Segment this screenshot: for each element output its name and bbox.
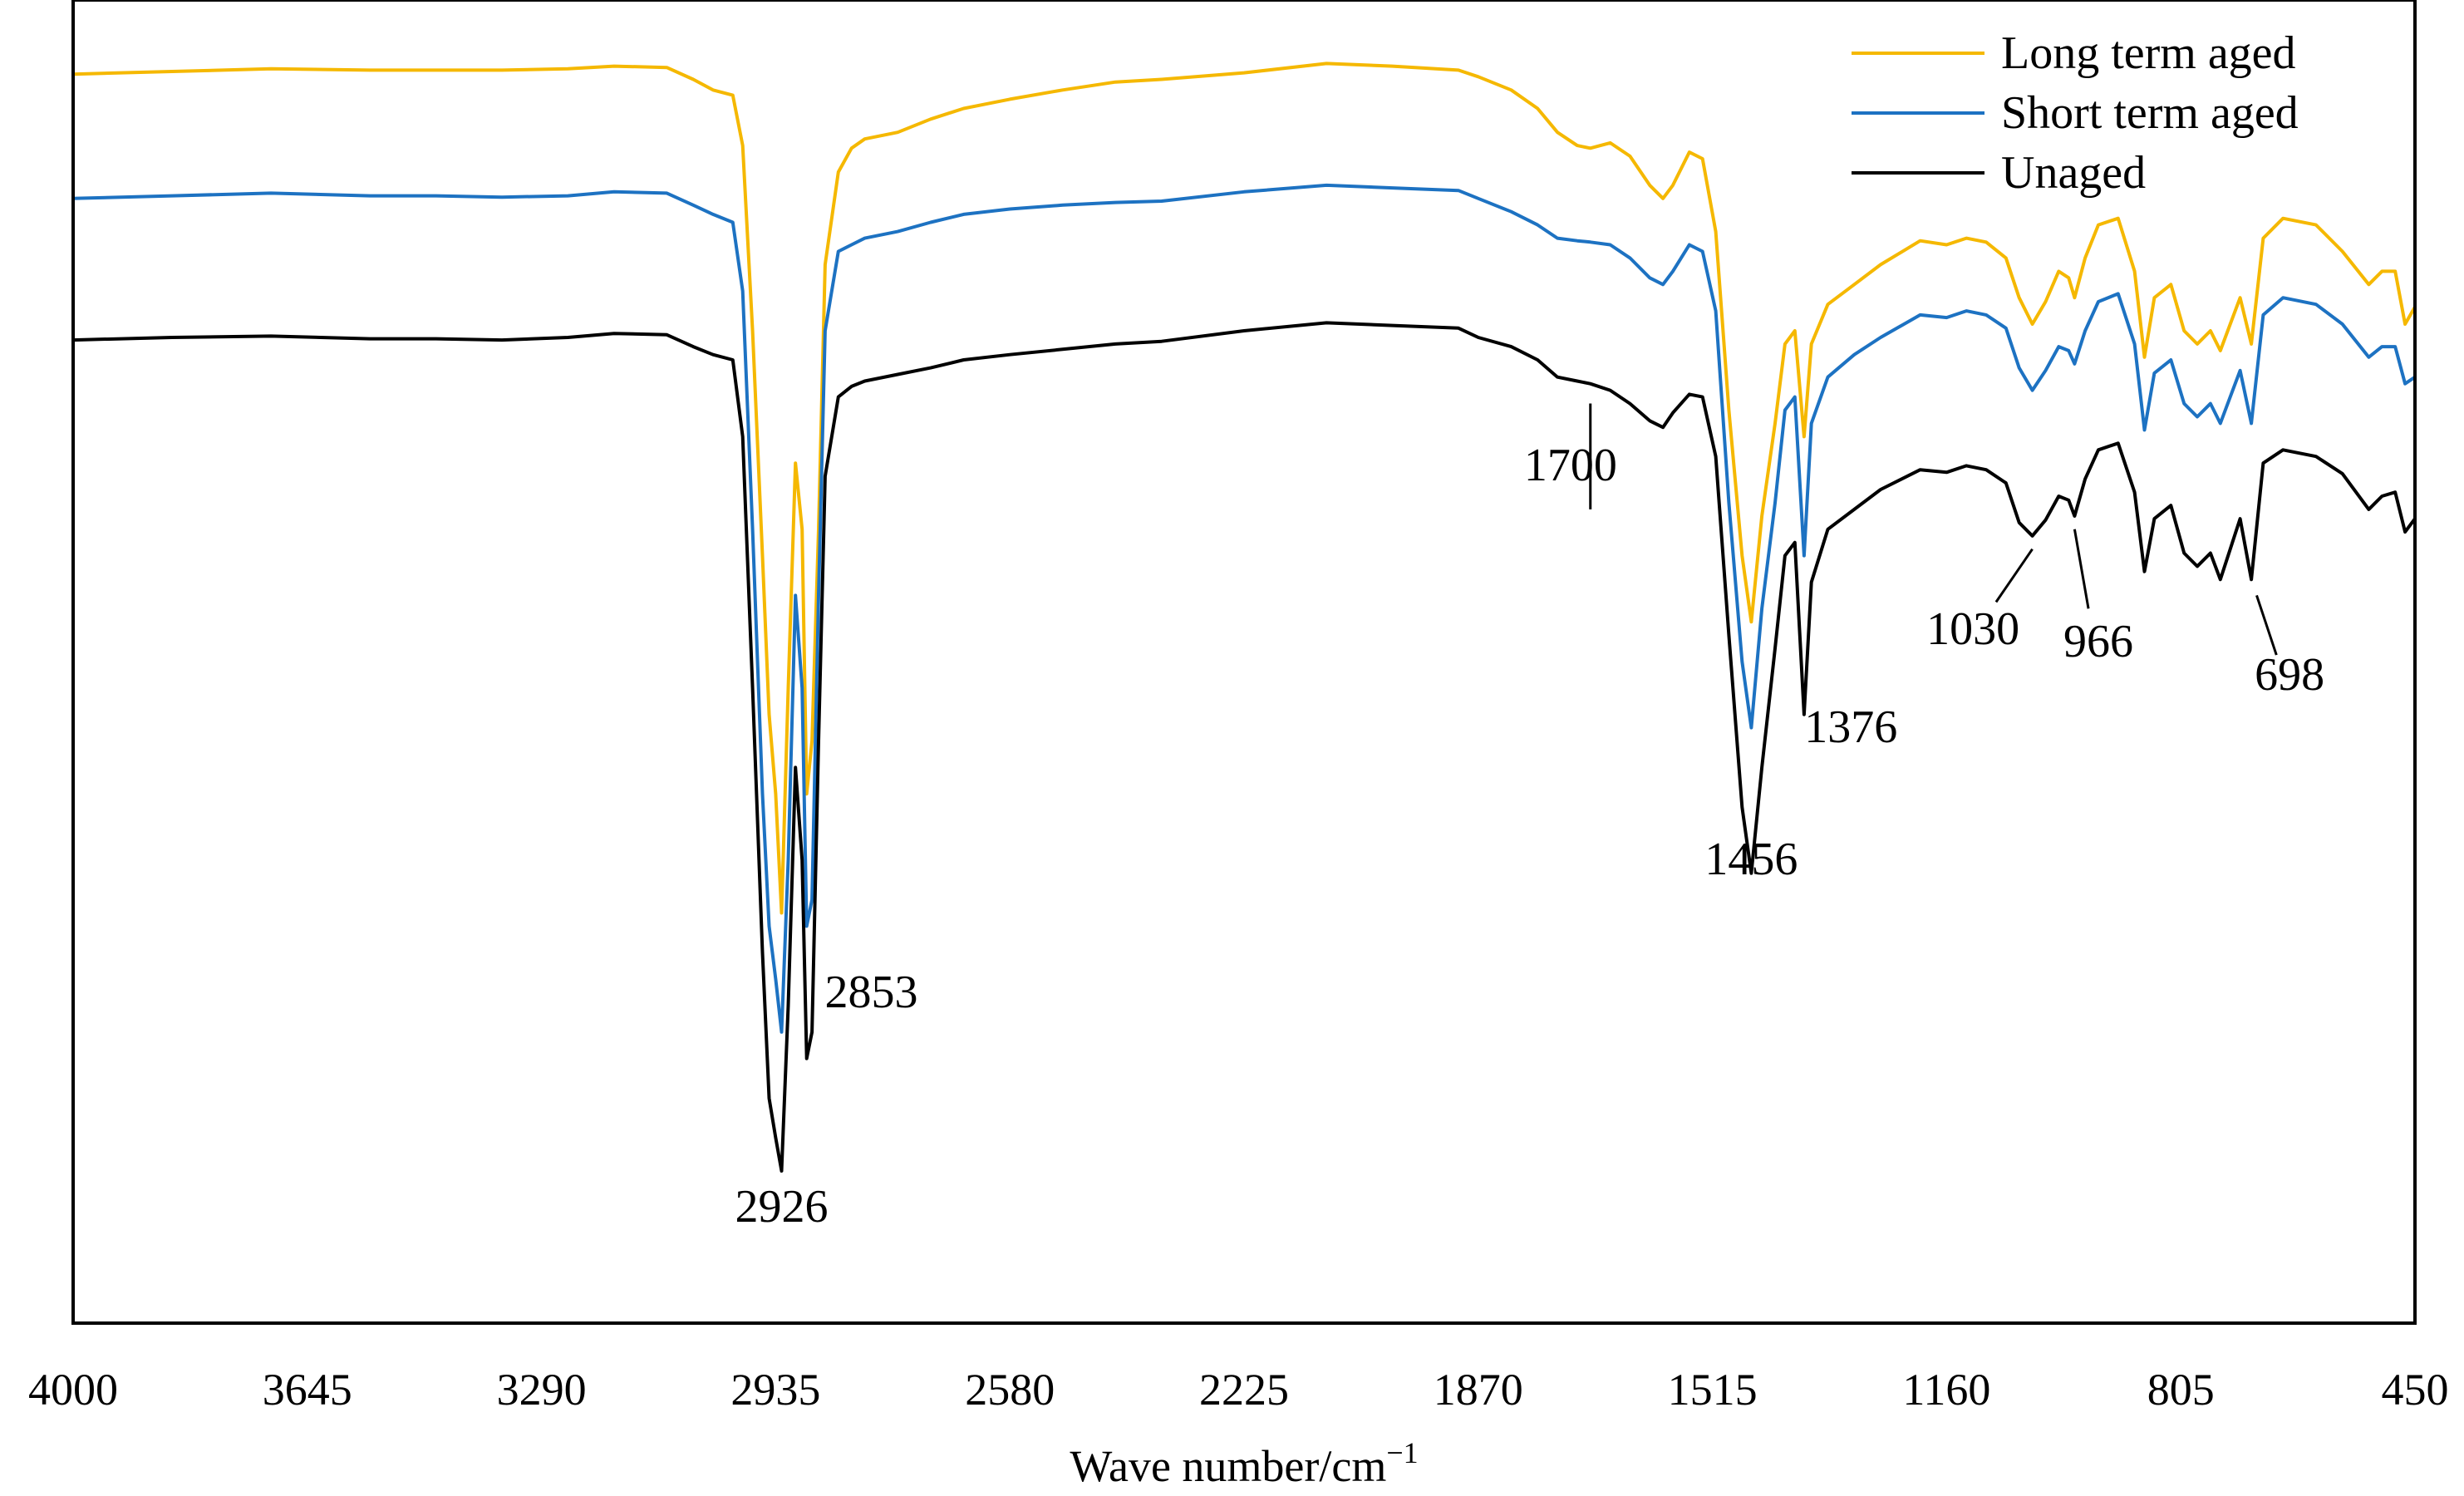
x-tick-label-450: 450: [2382, 1365, 2449, 1415]
series-line-short-term-aged: [72, 183, 2417, 1034]
annotation-label-966: 966: [2063, 616, 2133, 667]
series-line-long-term-aged: [72, 62, 2417, 915]
legend: Long term aged Short term aged Unaged: [1852, 27, 2299, 199]
series-layer: [72, 62, 2417, 1173]
x-axis-title: Wave number/cm−1: [1070, 1436, 1418, 1491]
legend-label-long-term-aged: Long term aged: [2001, 27, 2296, 79]
annotation-leader-698: [2255, 594, 2278, 656]
annotation-label-2853: 2853: [825, 967, 918, 1018]
x-tick-label-2225: 2225: [1199, 1365, 1289, 1415]
x-tick-label-1870: 1870: [1434, 1365, 1523, 1415]
x-tick-label-1160: 1160: [1902, 1365, 1990, 1415]
x-tick-labels: 4000 3645 3290 2935 2580 2225 1870 1515 1160 805 4…: [28, 1365, 2449, 1415]
annotation-label-1030: 1030: [1926, 603, 2019, 655]
x-tick-label-805: 805: [2147, 1365, 2215, 1415]
x-tick-label-3645: 3645: [263, 1365, 352, 1415]
annotation-label-2926: 2926: [735, 1181, 829, 1233]
legend-label-short-term-aged: Short term aged: [2001, 87, 2299, 139]
x-tick-label-2580: 2580: [965, 1365, 1055, 1415]
series-line-unaged: [72, 321, 2417, 1173]
annotation-leader-1030: [1994, 548, 2034, 603]
annotation-label-1700: 1700: [1524, 440, 1617, 491]
x-tick-label-1515: 1515: [1668, 1365, 1758, 1415]
annotation-leader-966: [2073, 529, 2090, 609]
legend-label-unaged: Unaged: [2001, 147, 2146, 199]
annotation-label-698: 698: [2255, 649, 2324, 701]
annotation-layer: 2926 2853 1700 1456 1376 1030 966 698: [735, 403, 2324, 1233]
x-tick-label-3290: 3290: [497, 1365, 587, 1415]
plot-frame: [71, 0, 2417, 1325]
annotation-label-1456: 1456: [1704, 834, 1798, 885]
x-tick-label-2935: 2935: [730, 1365, 820, 1415]
annotation-label-1376: 1376: [1804, 701, 1897, 753]
x-axis-title-superscript: −1: [1386, 1436, 1418, 1469]
x-tick-label-4000: 4000: [28, 1365, 118, 1415]
